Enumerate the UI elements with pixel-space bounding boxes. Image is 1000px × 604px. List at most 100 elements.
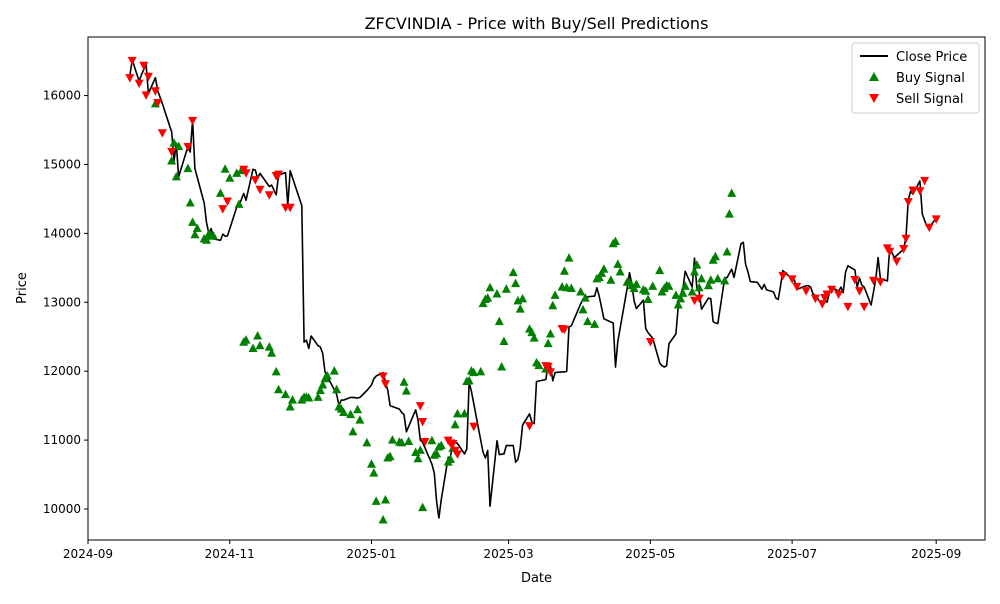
sell-signal-marker [241, 169, 251, 178]
buy-signal-marker [332, 384, 342, 394]
buy-signal-marker [452, 408, 462, 418]
sell-signal-marker [694, 294, 704, 304]
x-tick-label: 2025-07 [767, 547, 817, 561]
sell-signal-marker [792, 282, 802, 292]
buy-signal-marker [274, 384, 284, 394]
buy-signal-marker [380, 495, 390, 504]
y-tick-label: 12000 [43, 364, 81, 378]
sell-signal-marker [827, 285, 837, 295]
sell-signal-marker [690, 296, 700, 306]
legend-sell-label: Sell Signal [896, 92, 964, 107]
buy-signal-marker [185, 198, 195, 207]
buy-signal-marker [401, 386, 411, 395]
buy-signal-marker [362, 437, 372, 447]
buy-signal-marker [710, 251, 720, 261]
buy-signal-marker [511, 278, 521, 288]
buy-signal-marker [378, 515, 388, 524]
sell-signal-marker [183, 143, 193, 152]
buy-signal-marker [169, 138, 179, 147]
buy-signal-marker [459, 408, 469, 418]
buy-signal-marker [281, 389, 291, 399]
buy-signal-marker [271, 366, 281, 376]
buy-signal-marker [322, 371, 332, 380]
buy-signal-marker [385, 451, 395, 461]
buy-signal-marker [397, 437, 407, 447]
buy-signal-marker [611, 236, 621, 246]
buy-signal-marker [371, 496, 381, 505]
buy-signal-marker [696, 273, 706, 283]
sell-signal-marker [868, 276, 878, 286]
buy-signal-marker [353, 404, 363, 414]
buy-signal-marker [285, 402, 295, 411]
buy-signal-marker [724, 209, 734, 218]
buy-signal-marker [578, 304, 588, 314]
legend: Close Price Buy Signal Sell Signal [851, 42, 980, 114]
buy-signal-marker [508, 267, 518, 277]
sell-signal-marker [875, 278, 885, 287]
legend-buy-label: Buy Signal [896, 71, 965, 86]
buy-signal-marker [501, 284, 511, 293]
buy-signal-marker [518, 293, 528, 303]
buy-signal-marker [369, 468, 379, 477]
buy-signal-marker [583, 316, 593, 326]
sell-signal-marker [222, 197, 232, 206]
buy-signal-marker [706, 275, 716, 284]
buy-signal-marker [287, 395, 297, 404]
buy-signal-marker [329, 366, 339, 375]
sell-signal-marker [250, 176, 260, 185]
x-tick-label: 2024-09 [63, 547, 113, 561]
sell-signal-marker [801, 287, 811, 296]
buy-signal-marker [529, 333, 539, 342]
sell-signal-marker [380, 380, 390, 389]
legend-close-label: Close Price [896, 50, 967, 65]
sell-signal-marker [931, 215, 941, 224]
sell-signal-marker [150, 87, 160, 96]
buy-signal-marker [727, 188, 737, 197]
buy-signal-marker [559, 266, 569, 275]
buy-signal-marker [446, 454, 456, 463]
buy-signal-marker [631, 279, 641, 288]
buy-signal-marker [545, 328, 555, 338]
buy-signal-marker [499, 336, 509, 346]
buy-signal-marker [476, 366, 486, 376]
sell-signal-marker [153, 98, 163, 108]
buy-signal-marker [167, 156, 177, 165]
buy-signal-marker [346, 409, 356, 419]
buy-signal-marker [469, 367, 479, 377]
x-tick-label: 2025-09 [911, 547, 961, 561]
buy-signal-marker [208, 231, 218, 240]
buy-signal-marker [183, 163, 193, 173]
buy-signal-marker [313, 392, 323, 401]
sell-signal-marker [188, 116, 198, 126]
sell-signal-marker [855, 287, 865, 296]
buy-signal-marker [241, 335, 251, 344]
sell-signal-marker [885, 247, 895, 257]
sell-signal-marker [420, 437, 430, 447]
sell-signal-marker [134, 79, 144, 89]
sell-signal-marker [645, 338, 655, 347]
legend-buy-swatch [869, 72, 879, 81]
x-tick-label: 2025-05 [625, 547, 675, 561]
buy-signal-marker [655, 265, 665, 275]
buy-signal-marker [485, 282, 495, 292]
buy-signal-marker [534, 360, 544, 370]
buy-signal-marker [267, 348, 277, 357]
y-tick-label: 13000 [43, 295, 81, 309]
buy-signal-marker [566, 283, 576, 292]
sell-signal-marker [924, 223, 934, 233]
sell-signal-marker [469, 422, 479, 432]
x-axis: 2024-09 2024-11 2025-01 2025-03 2025-05 2025-… [63, 540, 961, 561]
sell-signal-marker [274, 170, 284, 180]
plot-frame [87, 36, 986, 541]
sell-signal-marker [418, 417, 428, 427]
sell-signal-marker [559, 325, 569, 335]
buy-signal-marker [427, 435, 437, 445]
buy-signal-marker [713, 273, 723, 283]
buy-signal-marker [615, 266, 625, 276]
sell-signal-marker [778, 271, 788, 281]
buy-signal-marker [232, 168, 242, 177]
buy-signal-marker [432, 448, 442, 458]
buy-signal-marker [550, 290, 560, 299]
sell-signal-marker [892, 257, 902, 266]
y-axis: 10000 11000 12000 13000 14000 15000 16000 [43, 89, 88, 516]
